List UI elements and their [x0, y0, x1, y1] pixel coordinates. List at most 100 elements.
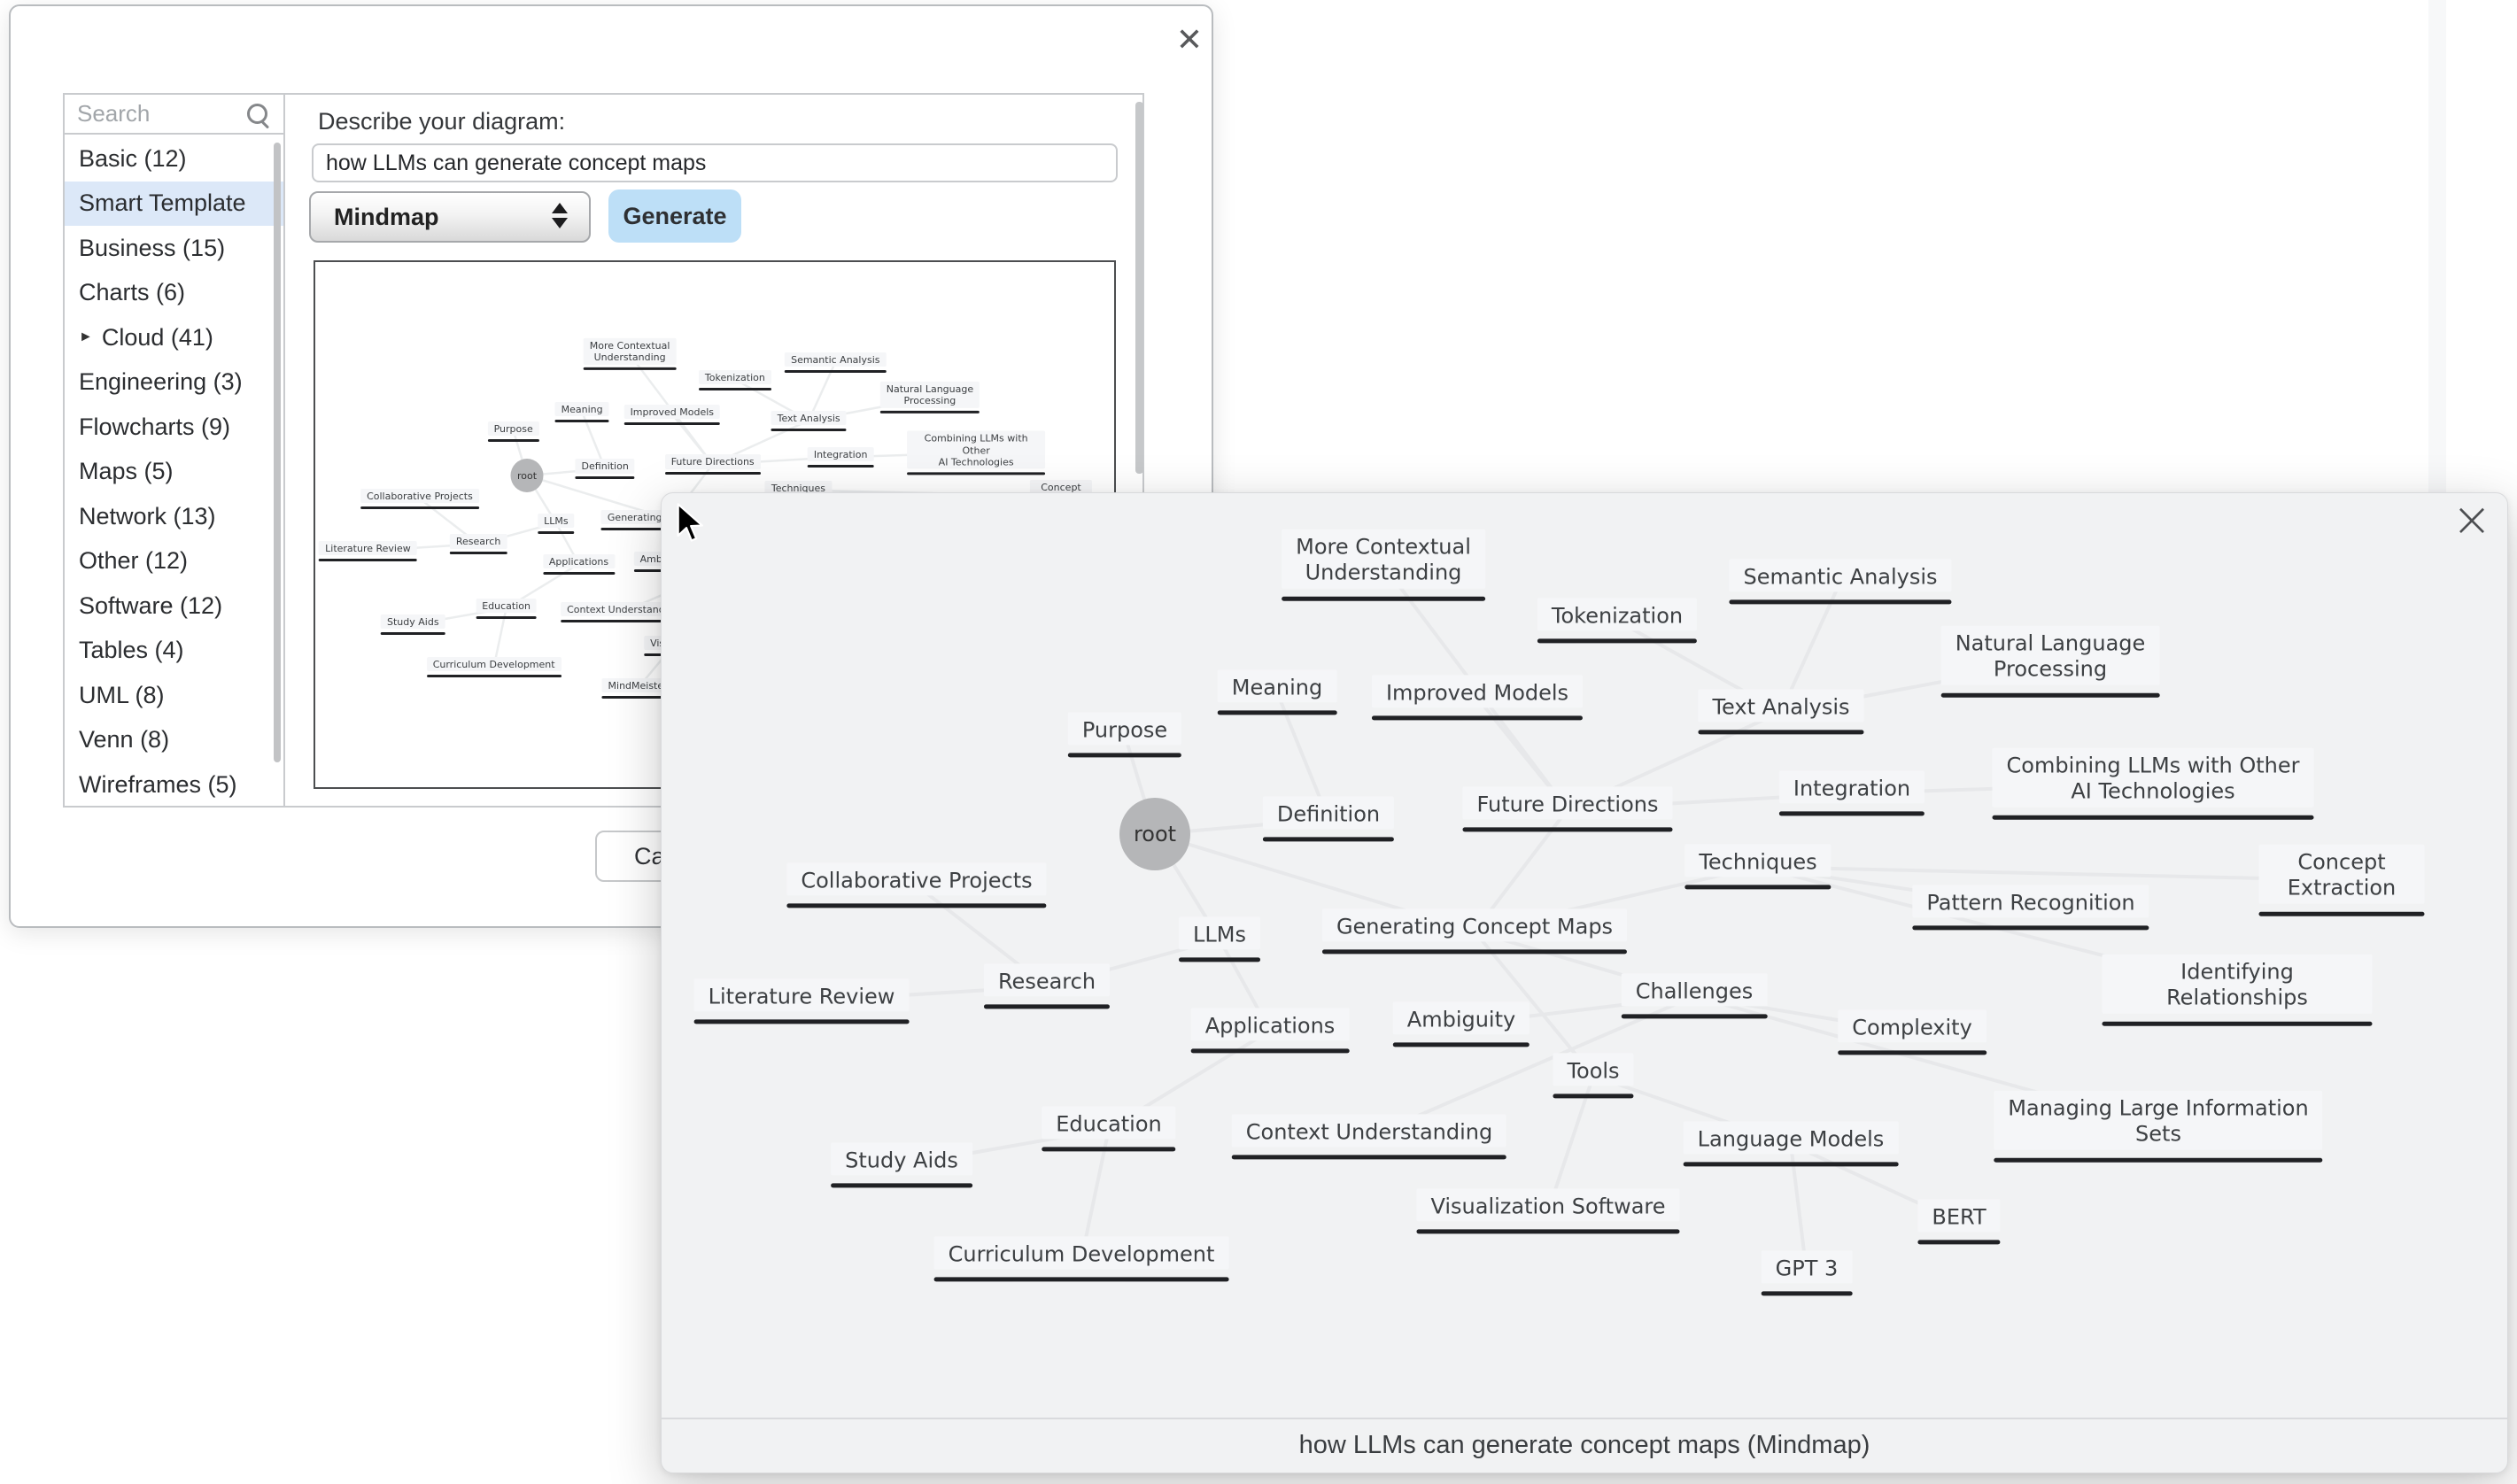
mindmap-node-amb: Ambiguity	[1392, 1001, 1530, 1047]
sidebar-item-business[interactable]: Business (15)	[65, 226, 283, 271]
mindmap-node-mcu: More Contextual Understanding	[1282, 529, 1485, 601]
mindmap-node-fd: Future Directions	[664, 453, 761, 475]
mindmap-node-nlp: Natural Language Processing	[1940, 625, 2160, 698]
mindmap-root-node: root	[1119, 798, 1190, 870]
sidebar-item-label: Engineering (3)	[79, 368, 243, 396]
mindmap-node-ir: Identifying Relationships	[2102, 954, 2373, 1026]
mindmap-node-cd: Curriculum Development	[933, 1236, 1229, 1282]
sidebar-item-label: Basic (12)	[79, 144, 187, 172]
overlay-caption: how LLMs can generate concept maps (Mind…	[662, 1418, 2507, 1471]
mindmap-node-mlis: Managing Large Information Sets	[1994, 1090, 2323, 1163]
sidebar-item-label: Other (12)	[79, 547, 189, 575]
mindmap-node-lr: Literature Review	[693, 978, 910, 1024]
sidebar-item-venn[interactable]: Venn (8)	[65, 718, 283, 763]
mindmap-node-fd: Future Directions	[1462, 786, 1673, 832]
generate-button[interactable]: Generate	[608, 189, 741, 243]
sidebar-item-label: Business (15)	[79, 234, 226, 261]
mindmap-node-tools: Tools	[1553, 1053, 1634, 1099]
mindmap-node-res: Research	[449, 533, 507, 555]
mindmap-node-app: Applications	[1190, 1008, 1350, 1054]
mindmap-node-ta: Text Analysis	[1698, 689, 1864, 735]
search-icon	[247, 104, 267, 124]
sidebar-item-flowcharts[interactable]: Flowcharts (9)	[65, 405, 283, 450]
mindmap-node-tech: Techniques	[764, 480, 832, 501]
mindmap-root-node: root	[510, 459, 544, 492]
select-arrows-icon	[552, 203, 568, 228]
mindmap-node-edu: Education	[476, 598, 537, 619]
sidebar-item-uml[interactable]: UML (8)	[65, 673, 283, 718]
description-input[interactable]	[312, 143, 1118, 182]
sidebar-item-label: Network (13)	[79, 502, 216, 529]
sidebar-scrollbar[interactable]	[274, 143, 281, 762]
mindmap-node-edu: Education	[1042, 1106, 1176, 1152]
mindmap-node-gpt: GPT 3	[1761, 1250, 1853, 1296]
mindmap-node-bert: BERT	[1917, 1199, 2001, 1245]
mindmap-node-cu: Context Understanding	[1231, 1114, 1507, 1160]
mindmap-node-sem: Semantic Analysis	[1729, 559, 1952, 605]
sidebar-item-label: Flowcharts (9)	[79, 413, 231, 440]
mindmap-node-def: Definition	[575, 458, 635, 480]
mindmap-node-llms: LLMs	[1179, 916, 1260, 962]
diagram-type-select[interactable]: Mindmap	[309, 191, 591, 243]
sidebar-item-other[interactable]: Other (12)	[65, 539, 283, 584]
mindmap-node-pur: Purpose	[1067, 712, 1182, 758]
mindmap-node-nlp: Natural Language Processing	[879, 382, 980, 414]
mindmap-node-vs: Visualization Software	[1416, 1188, 1680, 1234]
mindmap-node-gcm: Generating Concept Maps	[1321, 908, 1628, 955]
sidebar-item-cloud[interactable]: ► Cloud (41)	[65, 315, 283, 360]
sidebar-item-label: Smart Template	[79, 189, 246, 217]
mindmap-node-cp: Collaborative Projects	[786, 862, 1047, 908]
expand-arrow-icon: ►	[79, 329, 93, 345]
diagram-type-value: Mindmap	[334, 203, 439, 230]
mindmap-node-imp: Improved Models	[1371, 675, 1584, 721]
sidebar-item-basic[interactable]: Basic (12)	[65, 136, 283, 182]
overlay-caption-text: how LLMs can generate concept maps (Mind…	[1298, 1430, 1870, 1459]
mindmap-node-cp: Collaborative Projects	[360, 488, 479, 510]
category-list: Basic (12) Smart Template Business (15) Cha…	[65, 136, 283, 808]
mouse-cursor	[677, 503, 703, 542]
mindmap-node-cd: Curriculum Development	[426, 656, 561, 677]
mindmap-node-int: Integration	[1778, 770, 1925, 816]
sidebar-item-label: Charts (6)	[79, 279, 186, 306]
sidebar-item-smart-template[interactable]: Smart Template	[65, 181, 283, 226]
sidebar-item-label: Venn (8)	[79, 726, 170, 754]
sidebar-item-engineering[interactable]: Engineering (3)	[65, 360, 283, 406]
mindmap-node-sa: Study Aids	[381, 614, 445, 636]
page-scrollbar-strip	[2428, 0, 2446, 492]
mindmap-node-tech: Techniques	[1684, 844, 1832, 890]
category-sidebar: Basic (12) Smart Template Business (15) Cha…	[65, 95, 285, 806]
mindmap-node-res: Research	[983, 963, 1111, 1009]
describe-label: Describe your diagram:	[318, 108, 566, 135]
mindmap-preview-overlay: root More Contextual Understanding Tokeniz…	[661, 492, 2508, 1473]
sidebar-item-maps[interactable]: Maps (5)	[65, 450, 283, 495]
sidebar-item-software[interactable]: Software (12)	[65, 584, 283, 629]
mindmap-node-mcu: More Contextual Understanding	[583, 338, 677, 371]
sidebar-item-label: Wireframes (5)	[79, 770, 237, 798]
sidebar-item-charts[interactable]: Charts (6)	[65, 271, 283, 316]
sidebar-item-tables[interactable]: Tables (4)	[65, 629, 283, 674]
dialog-close-icon[interactable]: ✕	[1167, 19, 1212, 63]
mindmap-node-ce: Concept Extraction	[2258, 844, 2425, 916]
mindmap-node-app: Applications	[542, 553, 616, 575]
overlay-close-icon[interactable]: ×	[2449, 495, 2495, 545]
mindmap-canvas: root More Contextual Understanding Tokeniz…	[662, 493, 2507, 1418]
sidebar-item-wireframes[interactable]: Wireframes (5)	[65, 762, 283, 808]
mindmap-node-int: Integration	[807, 446, 874, 468]
sidebar-item-label: UML (8)	[79, 681, 165, 708]
sidebar-item-label: Maps (5)	[79, 458, 174, 485]
sidebar-item-network[interactable]: Network (13)	[65, 494, 283, 539]
mindmap-node-mean: Meaning	[1217, 669, 1337, 715]
mindmap-node-comb: Combining LLMs with Other AI Technologie…	[1992, 747, 2314, 820]
mindmap-node-mean: Meaning	[554, 401, 609, 422]
mindmap-node-ta: Text Analysis	[771, 410, 847, 431]
mindmap-node-chal: Challenges	[1621, 973, 1768, 1019]
mindmap-node-mm: MindMeister	[601, 677, 674, 699]
mindmap-node-sem: Semantic Analysis	[785, 352, 887, 373]
mindmap-node-comp: Complexity	[1838, 1009, 1986, 1055]
mindmap-node-lr: Literature Review	[319, 540, 417, 562]
content-scrollbar[interactable]	[1135, 102, 1143, 474]
mindmap-node-comb: Combining LLMs with Other AI Technologie…	[907, 430, 1046, 475]
mindmap-node-tok: Tokenization	[698, 369, 771, 390]
mindmap-node-sa: Study Aids	[831, 1142, 972, 1188]
